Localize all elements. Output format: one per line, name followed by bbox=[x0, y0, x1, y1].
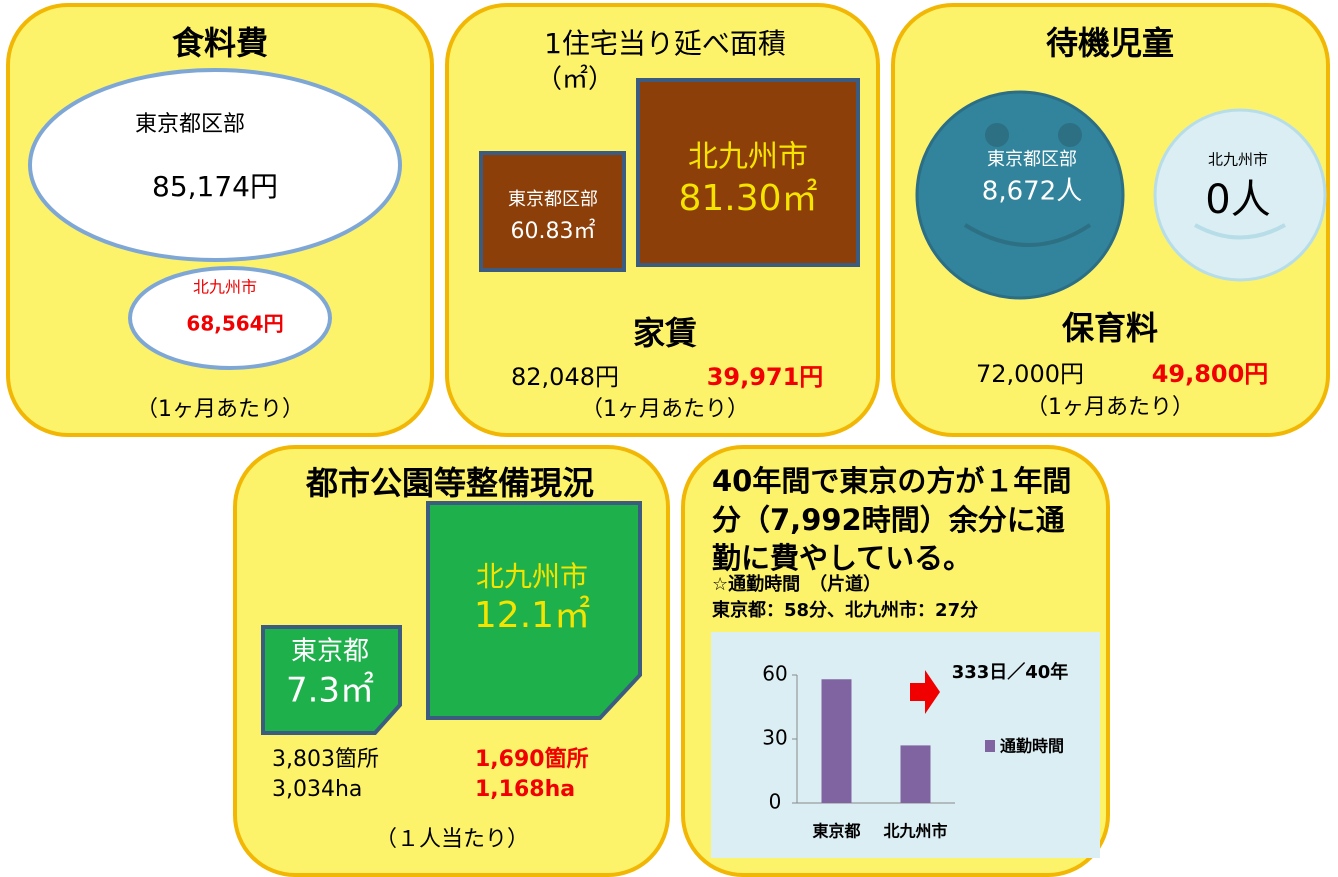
legend-swatch bbox=[985, 740, 995, 752]
y-tick-label: 0 bbox=[769, 790, 782, 814]
value: 3,803箇所 bbox=[272, 747, 379, 772]
note: （1ヶ月あたり） bbox=[136, 397, 304, 422]
value: 7.3㎡ bbox=[286, 671, 374, 711]
page: 食料費 東京都区部 85,174円 北九州市 68,564円 （1ヶ月あたり） … bbox=[0, 0, 1338, 877]
eye bbox=[985, 123, 1009, 147]
heading: 分（7,992時間）余分に通 bbox=[712, 503, 1065, 537]
value: 81.30㎡ bbox=[678, 177, 817, 219]
value: 0人 bbox=[1205, 177, 1270, 223]
eye bbox=[1058, 123, 1082, 147]
label: 北九州市 bbox=[1208, 151, 1268, 169]
legend-label: 通勤時間 bbox=[1000, 737, 1064, 756]
bar bbox=[901, 745, 931, 803]
value: 1,168ha bbox=[475, 777, 575, 802]
label: 東京都区部 bbox=[508, 189, 598, 210]
value: 85,174円 bbox=[152, 170, 278, 203]
label: 北九州市 bbox=[688, 140, 808, 175]
value: 68,564円 bbox=[186, 312, 283, 336]
value: 12.1㎡ bbox=[474, 594, 590, 636]
value: 60.83㎡ bbox=[511, 218, 596, 244]
value: 72,000円 bbox=[976, 360, 1084, 388]
label: 北九州市 bbox=[193, 278, 257, 297]
y-tick-label: 60 bbox=[762, 662, 787, 686]
x-tick-label: 北九州市 bbox=[883, 822, 947, 841]
note: （１人当たり） bbox=[375, 827, 529, 852]
value: 3,034ha bbox=[272, 777, 362, 802]
infographic: 食料費 東京都区部 85,174円 北九州市 68,564円 （1ヶ月あたり） … bbox=[0, 0, 1338, 877]
value: 82,048円 bbox=[511, 363, 619, 391]
note: （1ヶ月あたり） bbox=[581, 397, 749, 422]
title: 食料費 bbox=[172, 24, 268, 62]
label: 東京都区部 bbox=[135, 112, 245, 137]
title: 1住宅当り延べ面積 bbox=[544, 27, 786, 60]
note: （1ヶ月あたり） bbox=[1026, 395, 1194, 420]
y-tick-label: 30 bbox=[762, 726, 787, 750]
value: 39,971円 bbox=[707, 363, 824, 391]
annotation: 333日／40年 bbox=[952, 661, 1069, 683]
box bbox=[481, 153, 624, 270]
label: 北九州市 bbox=[476, 560, 588, 593]
subheading: ☆通勤時間 （片道） bbox=[712, 573, 881, 595]
label: 東京都 bbox=[291, 637, 369, 667]
bar bbox=[822, 679, 852, 803]
x-tick-label: 東京都 bbox=[812, 822, 860, 841]
ellipse bbox=[30, 70, 400, 260]
heading: 勤に費やしている。 bbox=[712, 541, 972, 575]
detail: 東京都：58分、北九州市：27分 bbox=[712, 599, 978, 621]
title: 家賃 bbox=[633, 314, 697, 352]
title: 待機児童 bbox=[1046, 24, 1174, 62]
title: 都市公園等整備現況 bbox=[305, 464, 594, 502]
value: 1,690箇所 bbox=[475, 746, 589, 772]
value: 8,672人 bbox=[982, 177, 1082, 207]
unit: （㎡） bbox=[536, 65, 614, 95]
label: 東京都区部 bbox=[987, 149, 1077, 170]
heading: 40年間で東京の方が１年間 bbox=[712, 464, 1071, 498]
value: 49,800円 bbox=[1152, 360, 1269, 388]
title: 保育料 bbox=[1062, 309, 1158, 347]
